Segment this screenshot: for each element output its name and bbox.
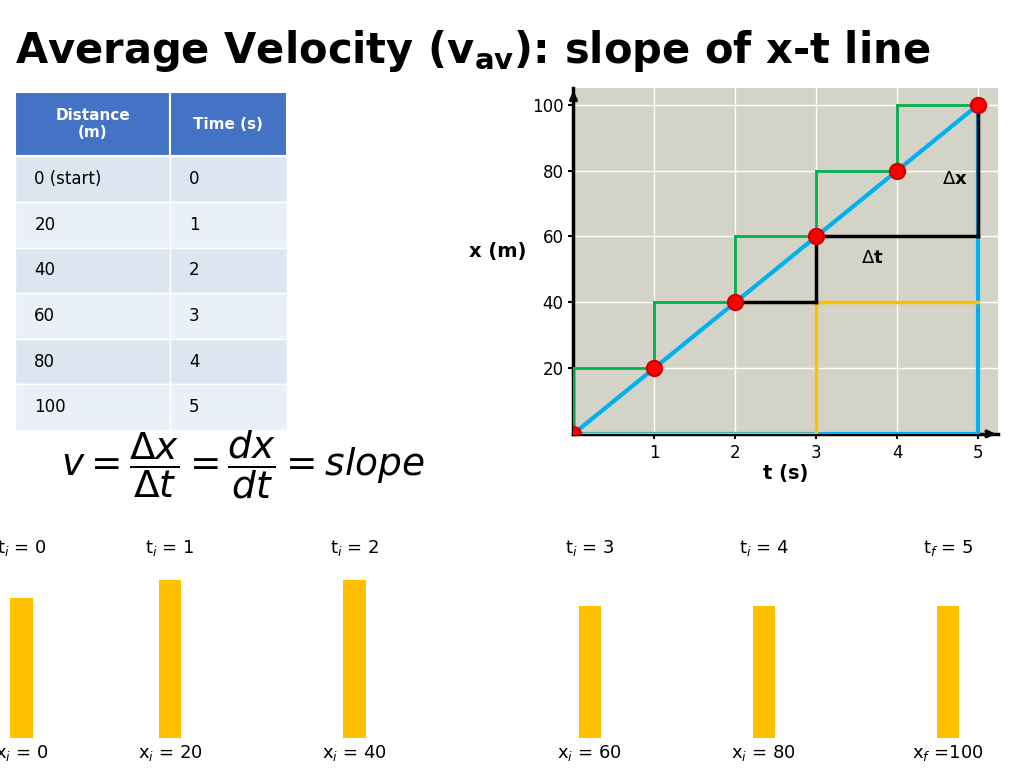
Text: t$_{i}$ = 2: t$_{i}$ = 2: [330, 538, 379, 558]
Bar: [15, 92, 170, 157]
Point: [646, 362, 663, 374]
Bar: [15, 385, 170, 430]
Bar: [170, 247, 287, 293]
Point: [889, 164, 905, 177]
Text: 0 (start): 0 (start): [35, 170, 101, 188]
Bar: [10, 598, 33, 737]
Text: x$_{i}$ = 0: x$_{i}$ = 0: [0, 743, 48, 763]
Text: 0: 0: [189, 170, 200, 188]
Text: 2: 2: [189, 261, 200, 280]
Bar: [15, 293, 170, 339]
Y-axis label: x (m): x (m): [469, 242, 526, 261]
Text: Distance
(m): Distance (m): [55, 108, 130, 141]
Text: t$_{f}$ = 5: t$_{f}$ = 5: [923, 538, 974, 558]
Text: 4: 4: [189, 353, 200, 371]
Text: Time (s): Time (s): [194, 117, 263, 132]
Bar: [15, 247, 170, 293]
Bar: [170, 339, 287, 385]
Point: [808, 230, 824, 243]
Text: t$_{i}$ = 4: t$_{i}$ = 4: [738, 538, 790, 558]
Text: 80: 80: [35, 353, 55, 371]
Text: x$_{i}$ = 80: x$_{i}$ = 80: [731, 743, 797, 763]
Text: t$_{i}$ = 3: t$_{i}$ = 3: [565, 538, 614, 558]
X-axis label: t (s): t (s): [763, 465, 809, 483]
Text: 40: 40: [35, 261, 55, 280]
Text: t$_{i}$ = 1: t$_{i}$ = 1: [145, 538, 195, 558]
Text: $\Delta$x: $\Delta$x: [942, 170, 968, 187]
Point: [565, 428, 582, 440]
Bar: [170, 202, 287, 247]
Bar: [15, 157, 170, 202]
Bar: [170, 293, 287, 339]
Bar: [170, 92, 287, 157]
Text: t$_{i}$ = 0: t$_{i}$ = 0: [0, 538, 46, 558]
Bar: [937, 606, 959, 737]
Text: $v = \dfrac{\Delta x}{\Delta t} = \dfrac{dx}{dt} = slope$: $v = \dfrac{\Delta x}{\Delta t} = \dfrac…: [61, 429, 425, 501]
Text: x$_{f}$ =100: x$_{f}$ =100: [912, 743, 984, 763]
Text: 1: 1: [189, 216, 200, 233]
Bar: [343, 581, 366, 737]
Bar: [159, 581, 181, 737]
Text: Average Velocity (v$_{\mathbf{av}}$): slope of x-t line: Average Velocity (v$_{\mathbf{av}}$): sl…: [15, 28, 931, 74]
Bar: [15, 339, 170, 385]
Text: 20: 20: [35, 216, 55, 233]
Text: x$_{i}$ = 60: x$_{i}$ = 60: [557, 743, 623, 763]
Bar: [753, 606, 775, 737]
Text: 5: 5: [189, 399, 200, 416]
Text: $\Delta$t: $\Delta$t: [861, 249, 884, 266]
Point: [970, 98, 986, 111]
Bar: [15, 202, 170, 247]
Text: x$_{i}$ = 40: x$_{i}$ = 40: [322, 743, 387, 763]
Text: x$_{i}$ = 20: x$_{i}$ = 20: [137, 743, 203, 763]
Bar: [170, 385, 287, 430]
Bar: [170, 157, 287, 202]
Text: 60: 60: [35, 307, 55, 325]
Text: 100: 100: [35, 399, 66, 416]
Text: 3: 3: [189, 307, 200, 325]
Point: [727, 296, 743, 309]
Bar: [579, 606, 601, 737]
